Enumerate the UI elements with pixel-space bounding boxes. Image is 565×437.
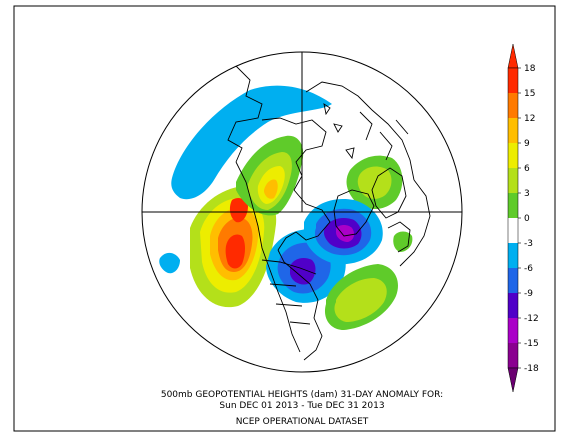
coast-greenland: [333, 189, 375, 237]
anomaly-west-atlantic-2: [334, 278, 387, 322]
coast-hudson-bay: [277, 189, 331, 251]
map-disc-outline: [141, 51, 463, 373]
colorbar-tick-label: -18: [524, 364, 539, 374]
colorbar-tick-label: -15: [524, 339, 539, 349]
colorbar-bottom-arrow: [507, 367, 519, 393]
colorbar-tick-label: -9: [524, 289, 533, 299]
colorbar-tick-label: 15: [524, 89, 535, 99]
anomaly-great-lakes-3: [290, 258, 316, 285]
anomaly-alaska-ridge-6: [229, 198, 248, 223]
anomaly-greenland-4: [336, 225, 355, 242]
colorbar-swatch: [508, 243, 518, 268]
anomaly-europe-small: [393, 231, 413, 252]
anomaly-north-pacific: [171, 85, 332, 200]
coast-north-america-west: [235, 161, 301, 353]
colorbar-swatch: [508, 318, 518, 343]
colorbar-swatch: [508, 68, 518, 93]
colorbar-swatch: [508, 293, 518, 318]
borders-us: [261, 259, 317, 325]
colorbar-tick-label: 0: [524, 214, 530, 224]
colorbar-tick-label: -6: [524, 264, 533, 274]
colorbar-tick-label: -12: [524, 314, 539, 324]
colorbar-swatch: [508, 168, 518, 193]
colorbar-tick-label: 6: [524, 164, 530, 174]
colorbar-swatch: [508, 268, 518, 293]
colorbar-tick-label: 3: [524, 189, 530, 199]
coast-islands: [323, 103, 355, 160]
colorbar: 18 15 12 9 6 3 0 -3 -6 -9 -12 -15 -18: [507, 43, 539, 393]
coast-canada-arctic: [261, 117, 327, 191]
anomaly-north-pacific-2: [159, 252, 180, 274]
colorbar-tick-label: 12: [524, 114, 535, 124]
colorbar-swatch: [508, 218, 518, 243]
colorbar-swatch: [508, 343, 518, 368]
anomaly-west-canada-4: [264, 179, 278, 199]
anomaly-alaska-ridge-5: [225, 234, 245, 269]
colorbar-swatch: [508, 143, 518, 168]
colorbar-swatch: [508, 118, 518, 143]
colorbar-swatch: [508, 93, 518, 118]
coast-alaska: [227, 65, 263, 163]
caption-line1: 500mb GEOPOTENTIAL HEIGHTS (dam) 31-DAY …: [161, 390, 443, 400]
colorbar-tick-label: 9: [524, 139, 530, 149]
coast-scandinavia: [387, 221, 411, 253]
borders-asia: [359, 111, 409, 161]
anomaly-siberia-2: [357, 166, 392, 199]
anomaly-shading: [159, 85, 413, 330]
colorbar-swatch: [508, 193, 518, 218]
colorbar-tick-label: -3: [524, 239, 533, 249]
coast-north-america-east: [277, 249, 323, 361]
coastlines: [227, 65, 431, 361]
map-disc: [142, 52, 462, 372]
caption-line2: Sun DEC 01 2013 - Tue DEC 31 2013: [219, 401, 384, 411]
caption-line3: NCEP OPERATIONAL DATASET: [236, 417, 369, 427]
coast-asia-north: [399, 179, 431, 267]
colorbar-tick-label: 18: [524, 64, 536, 74]
coast-siberia: [305, 81, 415, 181]
